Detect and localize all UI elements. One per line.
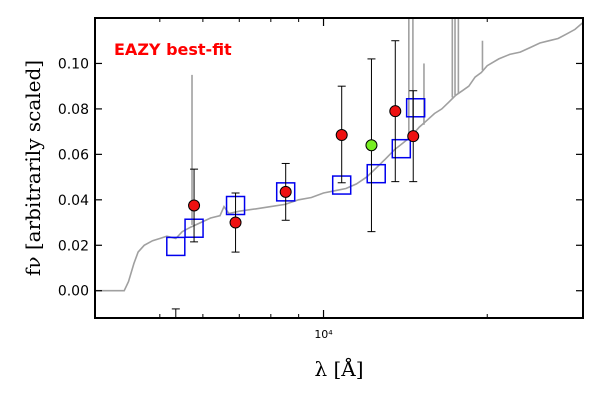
model-flux-square xyxy=(405,98,426,118)
y-tick-label: 0.04 xyxy=(58,193,89,209)
observed-flux-point xyxy=(407,130,420,143)
model-flux-square xyxy=(366,163,386,184)
y-tick-label: 0.10 xyxy=(58,56,89,72)
observed-flux-point xyxy=(279,185,292,198)
plot-background xyxy=(95,18,583,318)
model-flux-square xyxy=(391,138,412,159)
y-tick-label: 0.06 xyxy=(58,147,89,163)
x-tick-label: 10⁴ xyxy=(314,328,333,341)
y-axis-label: fν [arbitrarily scaled] xyxy=(21,60,45,276)
ticks-layer: 0.00 0.02 0.04 0.06 0.08 0.10 10⁴ xyxy=(58,18,584,341)
observed-flux-point xyxy=(389,105,402,118)
annotation-label: EAZY best-fit xyxy=(114,40,232,59)
observed-flux-point xyxy=(229,216,242,229)
y-tick-label: 0.00 xyxy=(58,284,89,300)
observed-flux-point xyxy=(188,199,201,212)
y-tick-label: 0.02 xyxy=(58,238,89,254)
observed-flux-point xyxy=(365,139,378,152)
markers-layer xyxy=(166,40,426,318)
plot-frame xyxy=(94,17,584,319)
observed-flux-point xyxy=(335,129,348,142)
model-flux-square xyxy=(166,236,186,257)
y-tick-label: 0.08 xyxy=(58,102,89,118)
x-axis-label: λ [Å] xyxy=(314,356,363,381)
